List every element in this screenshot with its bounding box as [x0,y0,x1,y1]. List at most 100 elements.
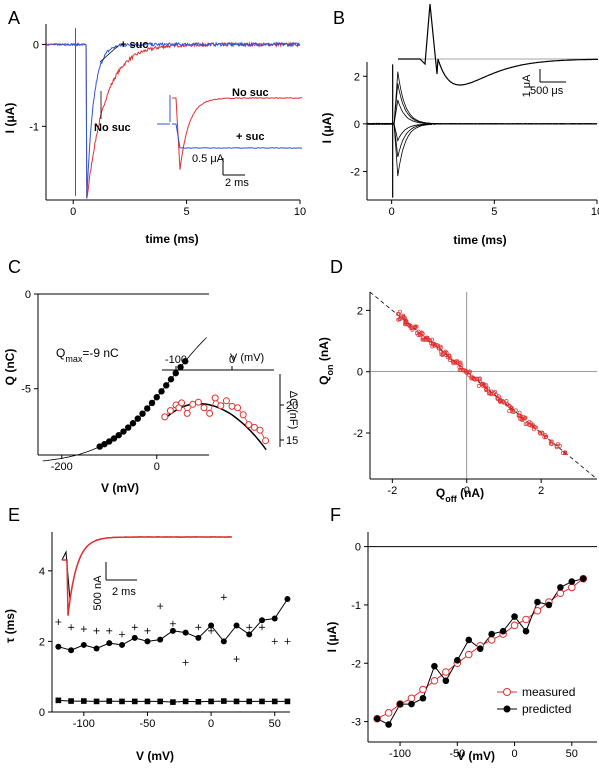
panel-a-scalebar-y: 0.5 μA [192,153,225,165]
charge-pair-point [560,451,565,455]
panel-a-inset [157,95,303,176]
panel-a: A 0 5 100-1 time (ms) I (μA) + suc No suc … [3,8,306,246]
panel-c-axes: -200 0 0 -5 [21,289,209,473]
y-tick-label: -2 [353,428,363,440]
charge-pair-point [426,337,431,342]
inset-capacitance-point [228,402,236,410]
tau-fast-point [259,698,265,705]
tau-fast-point [55,697,62,704]
charge-point [153,394,160,401]
charge-pair-point [402,315,407,320]
x-tick-label: -100 [389,748,411,760]
charge-point [167,376,175,383]
tau-cross-point [220,594,227,601]
tau-fast-point [221,698,227,704]
charge-pair-point [556,442,560,447]
inset-capacitance-point [206,409,214,417]
panel-a-xlabel: time (ms) [145,232,198,246]
panel-e: E -100 -50 0 50 0 2 4 V (mV) τ (ms) 500 nA 2 m… [3,505,291,763]
tau-cross-point [131,624,138,631]
tau-cross-point [106,627,113,634]
charge-point [134,415,141,422]
panel-b-xlabel: time (ms) [453,233,506,247]
panel-b-scalebar-x: 500 μs [530,85,564,97]
tau-fast-point [144,698,151,705]
y-tick-label: -2 [350,166,360,178]
tau-cross-point [169,620,176,627]
panel-d-data [369,291,598,480]
panel-e-inset [61,536,232,616]
predicted-point [385,721,392,728]
charge-pair-point [516,413,521,418]
trace-nosuc [45,41,301,199]
predicted-point [511,613,518,620]
tau-mid-point [259,617,265,624]
charge-pair-point [495,395,500,400]
panel-d-axes: -2 0 2 2 0 -2 [353,292,597,497]
predicted-point [522,627,530,635]
predicted-point [442,677,450,685]
panel-f-ylabel: I (μA) [325,622,339,653]
measured-point [407,694,416,703]
panel-c-inset: -100 0 20 15 [161,354,298,451]
charge-pair-point [458,368,463,372]
inset-fit [167,402,267,451]
tau-fast-point [195,698,202,705]
tau-cross-point [284,638,291,645]
charge-point [144,405,151,412]
predicted-point [557,584,564,591]
predicted-point [579,575,587,582]
inset-capacitance-point [262,437,270,445]
charge-pair-point [396,312,401,317]
y-tick-label: 2 [39,636,45,648]
inset-capacitance-point [245,421,253,429]
charge-pair-point [563,450,568,455]
x-tick-label: 0 [70,206,76,218]
panel-a-inset-label-nosuc: No suc [232,87,269,99]
panel-f-data [373,574,588,728]
x-tick-label: 2 [538,485,544,497]
panel-label-f: F [330,505,341,525]
panel-c-ylabel: Q (nC) [3,349,17,386]
panel-label-b: B [333,8,345,28]
trace-step-5 [366,122,598,177]
charge-pair-point [467,369,472,374]
inset-capacitance-point [211,394,219,402]
inset-x-tick-label: -100 [165,354,187,366]
x-tick-label: 0 [208,718,214,730]
panel-a-scalebar-x: 2 ms [225,177,249,189]
charge-pair-point [410,327,415,332]
charge-pair-point [493,389,498,394]
x-tick-label: 10 [591,206,599,218]
tau-fast-point [208,698,214,705]
measured-point [522,615,530,624]
charge-point [129,420,137,427]
measured-point [384,709,393,717]
predicted-point [465,636,473,644]
charge-pair-point [481,382,486,387]
charge-pair-point [464,370,469,375]
tau-cross-point [157,603,164,610]
panel-e-scalebar-x: 2 ms [112,586,136,598]
x-tick-label: -200 [51,461,73,473]
x-tick-label: 50 [269,718,281,730]
inset-capacitance-point [256,426,264,434]
tau-mid-point [284,596,291,603]
panel-a-traces [45,28,301,199]
tau-mid-point [119,641,125,648]
tau-mid-point [131,634,138,641]
trace-suc [45,41,301,199]
x-tick-label: 0 [154,461,160,473]
charge-pair-point [476,383,481,388]
tau-fast-point [170,699,176,705]
tau-fast-point [284,698,291,705]
charge-pair-point [482,383,487,388]
charge-pair-point [527,423,532,427]
predicted-point [408,700,415,708]
predicted-point [454,657,461,664]
tau-fast-point [81,698,87,704]
inset-x-tick-label: 0 [229,354,235,366]
measured-point [442,668,450,676]
tau-cross-point [195,624,202,631]
y-tick-label: 0 [39,707,45,719]
